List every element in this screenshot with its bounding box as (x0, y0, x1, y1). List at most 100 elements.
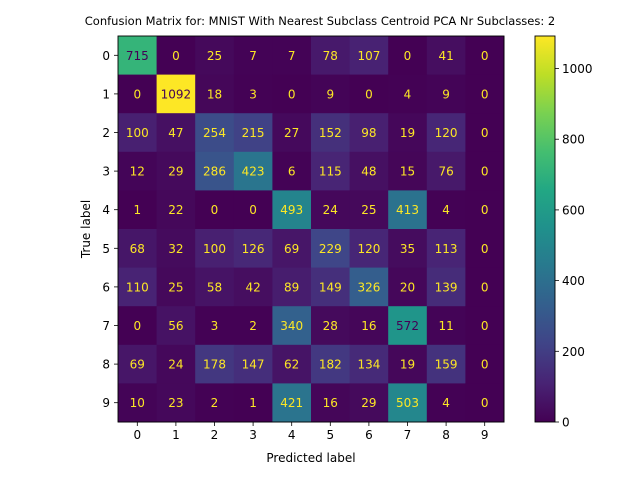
cell-value-9-1: 23 (168, 396, 183, 410)
cell-value-3-1: 29 (168, 165, 183, 179)
cell-value-9-9: 0 (481, 396, 489, 410)
cell-value-4-4: 493 (280, 203, 303, 217)
heatmap-cell-8-4 (272, 344, 312, 384)
y-tick-label-0: 0 (102, 49, 110, 63)
cell-value-3-4: 6 (288, 165, 296, 179)
heatmap-cell-2-5 (311, 113, 351, 153)
y-tick-label-6: 6 (102, 280, 110, 294)
heatmap-cell-3-5 (311, 151, 351, 191)
y-axis-ticks: 0 1 2 3 4 5 6 7 8 9 (102, 49, 118, 410)
cell-value-0-6: 107 (357, 49, 380, 63)
x-tick-label-0: 0 (133, 428, 141, 442)
cell-value-1-4: 0 (288, 87, 296, 101)
heatmap-cell-9-4 (272, 383, 312, 423)
heatmap-cell-8-5 (311, 344, 351, 384)
x-tick-label-8: 8 (442, 428, 450, 442)
heatmap-cell-3-0 (118, 151, 158, 191)
y-tick-label-1: 1 (102, 87, 110, 101)
heatmap-cell-2-7 (388, 113, 428, 153)
heatmap-cell-6-9 (465, 267, 505, 307)
cell-value-1-5: 9 (326, 87, 334, 101)
x-tick-label-4: 4 (288, 428, 296, 442)
heatmap-cell-4-8 (426, 190, 466, 230)
heatmap-cell-3-7 (388, 151, 428, 191)
heatmap-cell-8-8 (426, 344, 466, 384)
cell-value-1-0: 0 (133, 87, 141, 101)
cell-value-6-3: 42 (245, 280, 260, 294)
heatmap-cell-7-8 (426, 306, 466, 346)
heatmap-cell-1-7 (388, 74, 428, 114)
cell-value-9-3: 1 (249, 396, 257, 410)
cell-value-7-5: 28 (323, 319, 338, 333)
heatmap-cell-1-6 (349, 74, 389, 114)
cell-value-3-6: 48 (361, 165, 376, 179)
cell-value-7-7: 572 (396, 319, 419, 333)
heatmap-cell-7-9 (465, 306, 505, 346)
heatmap-cell-8-1 (156, 344, 196, 384)
heatmap-cell-2-8 (426, 113, 466, 153)
heatmap-cell-9-7 (388, 383, 428, 423)
heatmap-cell-5-8 (426, 229, 466, 269)
cell-value-8-9: 0 (481, 358, 489, 372)
heatmap-cell-4-7 (388, 190, 428, 230)
cell-value-0-3: 7 (249, 49, 257, 63)
x-tick-label-3: 3 (249, 428, 257, 442)
heatmap-cell-1-0 (118, 74, 158, 114)
heatmap-cell-5-3 (233, 229, 273, 269)
cell-value-5-5: 229 (319, 242, 342, 256)
heatmap-cell-6-6 (349, 267, 389, 307)
cell-value-0-0: 715 (126, 49, 149, 63)
cell-value-1-1: 1092 (161, 87, 192, 101)
x-axis-ticks: 0 1 2 3 4 5 6 7 8 9 (133, 422, 489, 442)
heatmap-cell-6-4 (272, 267, 312, 307)
heatmap-cell-0-4 (272, 36, 312, 76)
cell-value-7-3: 2 (249, 319, 257, 333)
cell-value-2-6: 98 (361, 126, 376, 140)
heatmap-cell-1-3 (233, 74, 273, 114)
heatmap-cell-8-2 (195, 344, 235, 384)
heatmap-cell-0-6 (349, 36, 389, 76)
colorbar-tick-label-600: 600 (562, 203, 585, 217)
cell-value-4-5: 24 (323, 203, 338, 217)
cell-value-6-5: 149 (319, 280, 342, 294)
cell-value-7-0: 0 (133, 319, 141, 333)
heatmap-cell-6-0 (118, 267, 158, 307)
cell-value-9-4: 421 (280, 396, 303, 410)
cell-value-7-4: 340 (280, 319, 303, 333)
heatmap-cell-7-7 (388, 306, 428, 346)
heatmap-cell-8-3 (233, 344, 273, 384)
y-tick-label-3: 3 (102, 165, 110, 179)
heatmap-cell-9-2 (195, 383, 235, 423)
cell-value-6-1: 25 (168, 280, 183, 294)
heatmap-cell-4-0 (118, 190, 158, 230)
y-tick-label-8: 8 (102, 358, 110, 372)
cell-value-9-5: 16 (323, 396, 338, 410)
heatmap-cell-2-9 (465, 113, 505, 153)
heatmap-cell-5-7 (388, 229, 428, 269)
cell-value-0-2: 25 (207, 49, 222, 63)
heatmap-cell-8-6 (349, 344, 389, 384)
cell-value-2-3: 215 (242, 126, 265, 140)
cell-value-5-6: 120 (357, 242, 380, 256)
heatmap-cell-7-5 (311, 306, 351, 346)
x-tick-label-2: 2 (211, 428, 219, 442)
cell-value-2-2: 254 (203, 126, 226, 140)
heatmap-cell-5-2 (195, 229, 235, 269)
colorbar-tick-label-200: 200 (562, 345, 585, 359)
heatmap-cell-5-0 (118, 229, 158, 269)
cell-value-3-2: 286 (203, 165, 226, 179)
cell-value-6-4: 89 (284, 280, 299, 294)
heatmap-cell-2-2 (195, 113, 235, 153)
heatmap-cell-2-6 (349, 113, 389, 153)
heatmap-cell-7-0 (118, 306, 158, 346)
heatmap-cell-9-9 (465, 383, 505, 423)
heatmap-cell-7-3 (233, 306, 273, 346)
cell-value-9-0: 10 (130, 396, 145, 410)
heatmap-cell-0-3 (233, 36, 273, 76)
heatmap-cell-4-1 (156, 190, 196, 230)
cell-value-9-6: 29 (361, 396, 376, 410)
x-tick-label-7: 7 (404, 428, 412, 442)
cell-value-8-5: 182 (319, 358, 342, 372)
cell-value-6-0: 110 (126, 280, 149, 294)
